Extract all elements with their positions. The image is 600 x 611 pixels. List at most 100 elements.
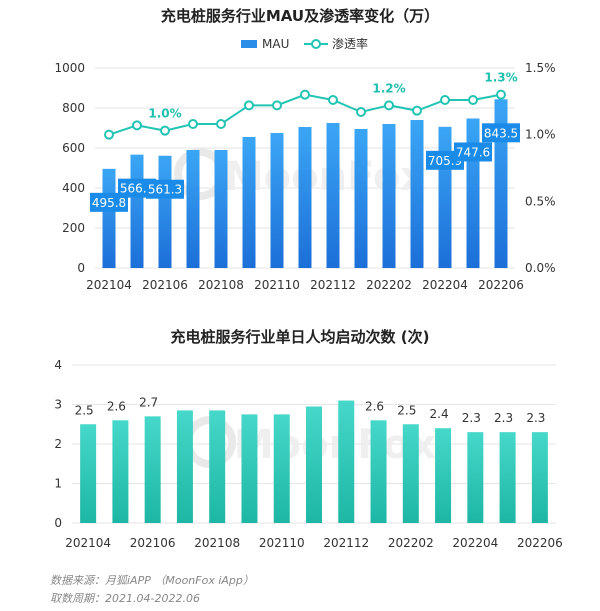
data-label: 566.8 <box>120 182 154 196</box>
data-label: 2.3 <box>494 411 513 425</box>
chart2-x-axis: 202104 202106 202108 202110 202112 202202 2022… <box>65 536 563 550</box>
line-point <box>244 100 254 111</box>
x-tick: 202106 <box>130 536 176 550</box>
bar <box>242 137 256 268</box>
bar <box>80 424 97 523</box>
data-label: 2.7 <box>139 395 158 409</box>
x-tick: 202202 <box>388 536 434 550</box>
data-label: 2.3 <box>462 411 481 425</box>
y-tick-right: 1.5% <box>525 61 556 75</box>
chart1-legend: MAU 渗透率 <box>241 36 368 51</box>
chart2-title: 充电桩服务行业单日人均启动次数 (次) <box>171 328 430 346</box>
line-point <box>188 119 198 129</box>
bar <box>273 414 290 523</box>
bar <box>130 154 144 268</box>
data-label-bg <box>146 179 184 199</box>
bar <box>209 410 226 523</box>
daily-launch-chart: 充电桩服务行业单日人均启动次数 (次) 0 1 2 3 4 MoonFox 2.5 2.6… <box>54 328 563 550</box>
y-tick: 0 <box>54 516 62 530</box>
chart1-line: 1.0% 1.2% 1.3% <box>104 71 518 140</box>
line-point <box>272 100 282 111</box>
y-tick: 2 <box>54 437 62 451</box>
bar <box>467 432 484 523</box>
y-tick-right: 0.0% <box>525 261 556 275</box>
y-tick-left: 1000 <box>54 61 85 75</box>
data-label: 2.3 <box>526 411 545 425</box>
bar <box>499 432 516 523</box>
data-label-bg <box>454 142 492 162</box>
y-tick-left: 600 <box>62 141 85 155</box>
data-label: 2.4 <box>430 407 449 421</box>
x-tick: 202206 <box>517 536 563 550</box>
line-point <box>384 100 394 111</box>
bar <box>298 127 312 268</box>
line-point <box>132 120 142 131</box>
bar <box>354 129 368 268</box>
y-tick: 1 <box>54 477 62 491</box>
bar <box>326 123 340 268</box>
point-label: 1.2% <box>372 81 405 95</box>
bar <box>214 150 228 268</box>
x-tick: 202112 <box>310 278 356 292</box>
watermark-text: MoonFox <box>234 422 436 468</box>
point-label: 1.3% <box>484 71 517 85</box>
bar <box>466 118 480 268</box>
bar <box>338 400 355 523</box>
mau-penetration-chart: 充电桩服务行业MAU及渗透率变化（万） MAU 渗透率 0 200 400 600 80… <box>54 7 556 292</box>
footer-period: 取数周期：2021.04-2022.06 <box>50 592 200 605</box>
bar <box>382 124 396 268</box>
x-tick: 202104 <box>65 536 111 550</box>
bar <box>370 420 387 523</box>
data-label: 747.6 <box>456 145 490 159</box>
bar <box>270 133 284 268</box>
line-point <box>468 95 478 105</box>
bar <box>531 432 548 523</box>
chart2-y-axis: 0 1 2 3 4 <box>54 358 62 530</box>
x-tick: 202104 <box>86 278 132 292</box>
line-point <box>300 89 310 100</box>
line-point <box>356 107 366 117</box>
bar <box>102 168 116 268</box>
data-label: 705.9 <box>428 154 462 168</box>
x-tick: 202204 <box>422 278 468 292</box>
x-tick: 202108 <box>194 536 240 550</box>
legend-rate-marker <box>311 39 321 49</box>
x-tick: 202206 <box>478 278 524 292</box>
bar <box>112 420 129 523</box>
y-tick-left: 200 <box>62 221 85 235</box>
y-tick-left: 0 <box>77 261 85 275</box>
data-label: 2.5 <box>75 403 94 417</box>
data-label: 2.5 <box>397 403 416 417</box>
data-label: 495.8 <box>92 196 126 210</box>
legend-mau-label: MAU <box>262 37 289 51</box>
chart1-y-axis-right: 0.0% 0.5% 1.0% 1.5% <box>525 61 556 275</box>
point-label: 1.0% <box>148 107 181 121</box>
x-tick: 202108 <box>198 278 244 292</box>
bar <box>158 155 172 268</box>
line-point <box>412 105 422 116</box>
bar <box>435 428 452 523</box>
bar <box>176 410 193 523</box>
bar <box>144 416 161 523</box>
y-tick: 3 <box>54 398 62 412</box>
x-tick: 202106 <box>142 278 188 292</box>
bar <box>402 424 419 523</box>
y-tick-right: 1.0% <box>525 128 556 142</box>
chart1-y-axis-left: 0 200 400 600 800 1000 <box>54 61 85 275</box>
x-tick: 202204 <box>452 536 498 550</box>
data-label-bg <box>482 123 520 143</box>
bar <box>438 126 452 268</box>
x-tick: 202202 <box>366 278 412 292</box>
y-tick-left: 400 <box>62 181 85 195</box>
x-tick: 202112 <box>323 536 369 550</box>
data-label: 2.6 <box>365 399 384 413</box>
line-point <box>104 129 114 140</box>
y-tick: 4 <box>54 358 62 372</box>
line-point <box>496 89 506 100</box>
legend-rate-label: 渗透率 <box>332 36 368 51</box>
bar <box>306 406 322 523</box>
x-tick: 202110 <box>259 536 305 550</box>
bar <box>186 150 200 268</box>
data-label: 561.3 <box>148 183 182 197</box>
